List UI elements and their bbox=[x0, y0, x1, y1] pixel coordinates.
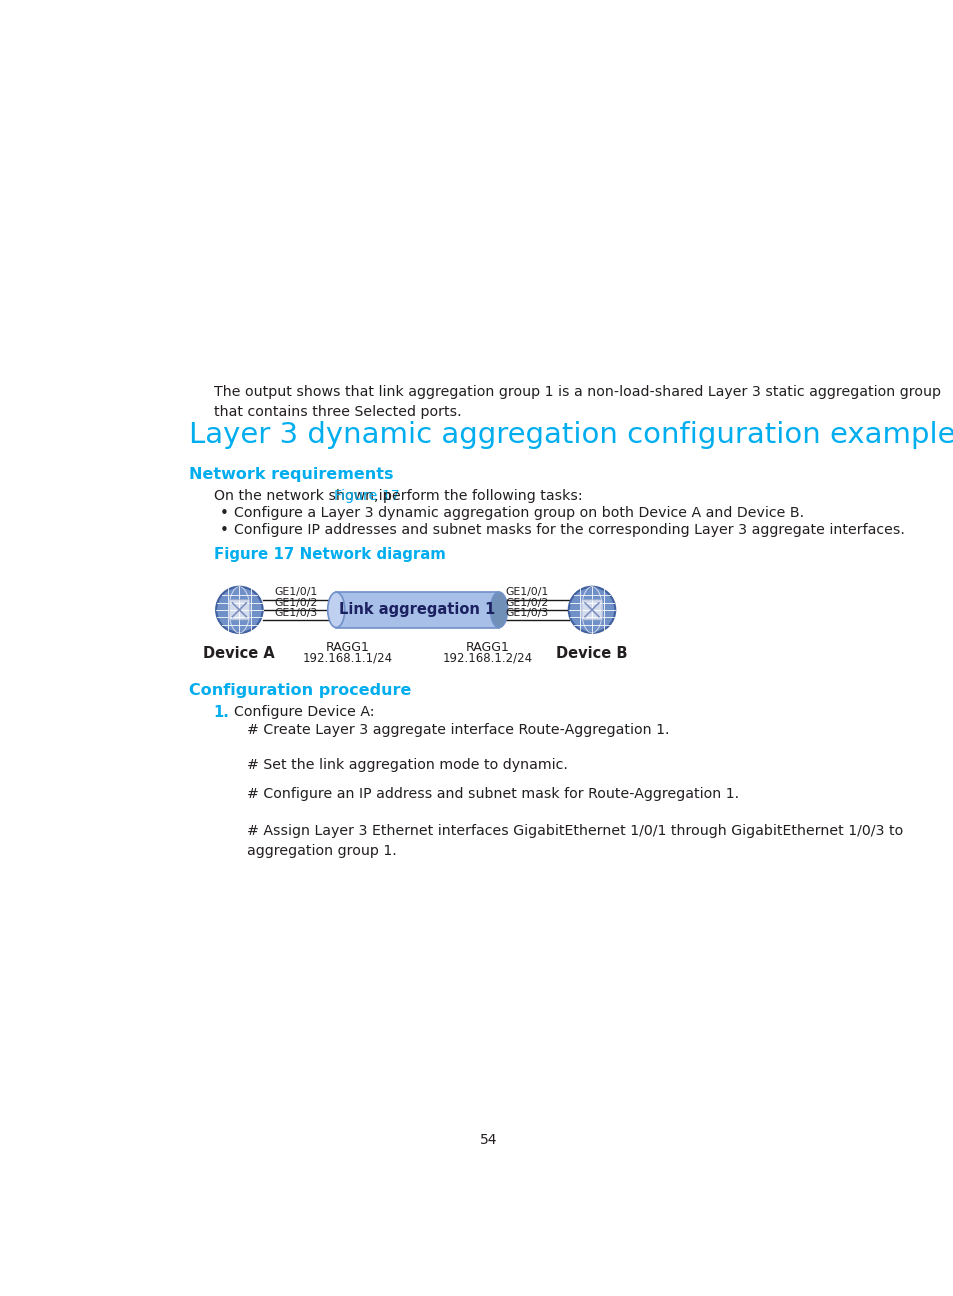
Text: RAGG1: RAGG1 bbox=[465, 640, 509, 653]
Text: Network requirements: Network requirements bbox=[189, 468, 393, 482]
Text: Link aggregation 1: Link aggregation 1 bbox=[339, 603, 496, 617]
Text: GE1/0/1: GE1/0/1 bbox=[274, 587, 317, 597]
Text: Configure a Layer 3 dynamic aggregation group on both Device A and Device B.: Configure a Layer 3 dynamic aggregation … bbox=[233, 505, 803, 520]
Text: Figure 17: Figure 17 bbox=[334, 489, 399, 503]
Text: 54: 54 bbox=[479, 1134, 497, 1147]
Text: GE1/0/3: GE1/0/3 bbox=[274, 608, 317, 617]
Ellipse shape bbox=[490, 592, 507, 627]
Text: # Assign Layer 3 Ethernet interfaces GigabitEthernet 1/0/1 through GigabitEthern: # Assign Layer 3 Ethernet interfaces Gig… bbox=[247, 824, 902, 858]
Text: , perform the following tasks:: , perform the following tasks: bbox=[374, 489, 582, 503]
FancyBboxPatch shape bbox=[335, 592, 498, 627]
Text: # Set the link aggregation mode to dynamic.: # Set the link aggregation mode to dynam… bbox=[247, 758, 567, 771]
Text: Configure Device A:: Configure Device A: bbox=[233, 705, 375, 719]
FancyBboxPatch shape bbox=[229, 600, 250, 619]
Text: On the network shown in: On the network shown in bbox=[213, 489, 395, 503]
Circle shape bbox=[216, 587, 262, 632]
Text: 192.168.1.1/24: 192.168.1.1/24 bbox=[302, 652, 393, 665]
Text: Figure 17 Network diagram: Figure 17 Network diagram bbox=[213, 547, 445, 561]
Text: # Configure an IP address and subnet mask for Route-Aggregation 1.: # Configure an IP address and subnet mas… bbox=[247, 787, 739, 801]
Text: GE1/0/2: GE1/0/2 bbox=[274, 597, 317, 608]
Text: Device A: Device A bbox=[203, 645, 275, 661]
Text: •: • bbox=[220, 522, 229, 538]
Ellipse shape bbox=[328, 592, 344, 627]
Text: Device B: Device B bbox=[556, 645, 627, 661]
Text: GE1/0/2: GE1/0/2 bbox=[505, 597, 548, 608]
Text: •: • bbox=[220, 505, 229, 521]
Circle shape bbox=[568, 587, 615, 632]
Text: Layer 3 dynamic aggregation configuration example: Layer 3 dynamic aggregation configuratio… bbox=[189, 421, 953, 450]
Text: Configuration procedure: Configuration procedure bbox=[189, 683, 411, 699]
Text: GE1/0/3: GE1/0/3 bbox=[505, 608, 548, 617]
Text: RAGG1: RAGG1 bbox=[326, 640, 370, 653]
Text: Configure IP addresses and subnet masks for the corresponding Layer 3 aggregate : Configure IP addresses and subnet masks … bbox=[233, 522, 903, 537]
Text: 1.: 1. bbox=[213, 705, 230, 721]
Text: # Create Layer 3 aggregate interface Route-Aggregation 1.: # Create Layer 3 aggregate interface Rou… bbox=[247, 723, 669, 737]
FancyBboxPatch shape bbox=[581, 600, 601, 619]
Text: The output shows that link aggregation group 1 is a non-load-shared Layer 3 stat: The output shows that link aggregation g… bbox=[213, 385, 940, 419]
Text: GE1/0/1: GE1/0/1 bbox=[505, 587, 548, 597]
Text: 192.168.1.2/24: 192.168.1.2/24 bbox=[442, 652, 532, 665]
